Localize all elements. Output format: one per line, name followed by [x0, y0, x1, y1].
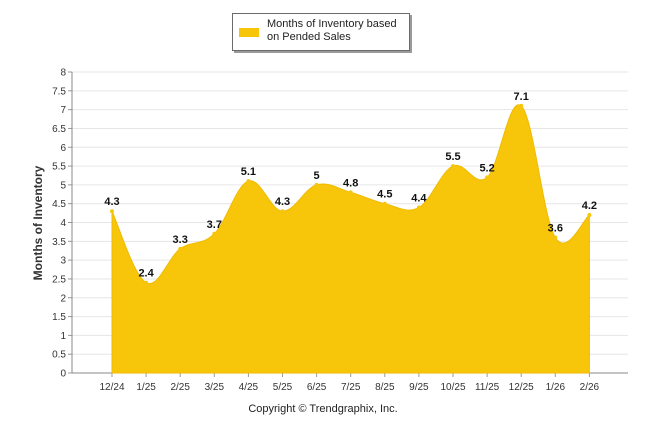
- y-tick-label: 8: [60, 68, 66, 79]
- x-tick-label: 10/25: [440, 382, 465, 393]
- data-label: 3.7: [207, 219, 222, 231]
- x-tick-label: 12/25: [509, 382, 534, 393]
- x-tick-label: 8/25: [375, 382, 395, 393]
- x-tick-label: 2/26: [580, 382, 600, 393]
- y-tick-label: 0: [60, 369, 66, 380]
- data-point: [553, 235, 558, 240]
- y-tick-label: 1.5: [52, 312, 66, 323]
- data-label: 7.1: [514, 91, 529, 103]
- y-tick-label: 2.5: [52, 274, 66, 285]
- x-tick-label: 6/25: [307, 382, 327, 393]
- legend-swatch: [239, 28, 259, 37]
- x-tick-label: 9/25: [409, 382, 429, 393]
- y-tick-label: 6: [60, 143, 66, 154]
- x-tick-label: 1/26: [546, 382, 566, 393]
- x-tick-label: 11/25: [475, 382, 500, 393]
- data-point: [246, 179, 251, 184]
- data-label: 4.8: [343, 177, 358, 189]
- y-tick-label: 2: [60, 293, 66, 304]
- data-point: [144, 280, 149, 285]
- x-tick-label: 4/25: [239, 382, 259, 393]
- y-tick-label: 7.5: [52, 86, 66, 97]
- x-tick-labels: 12/24 1/25 2/25 3/25 4/25 5/25 6/25 7/25 8/25 9/2…: [99, 373, 600, 393]
- copyright-text: Copyright © Trendgraphix, Inc.: [248, 403, 398, 415]
- data-label: 5.2: [479, 162, 494, 174]
- y-tick-label: 6.5: [52, 124, 66, 135]
- data-point: [348, 190, 353, 195]
- data-label: 4.4: [411, 192, 427, 204]
- data-label: 4.5: [377, 189, 392, 201]
- y-tick-label: 5.5: [52, 162, 66, 173]
- data-point: [485, 175, 490, 180]
- legend-label: Months of Inventory based on Pended Sale…: [267, 18, 397, 43]
- area-series: [110, 103, 592, 374]
- legend: Months of Inventory based on Pended Sale…: [232, 13, 410, 51]
- y-tick-label: 4: [60, 218, 66, 229]
- data-point: [212, 231, 217, 236]
- data-label: 4.3: [275, 196, 290, 208]
- data-labels: 4.3 2.4 3.3 3.7 5.1 4.3 5 4.8 4.5 4.4 5.5 5.2 7.1 3.6…: [104, 91, 597, 280]
- x-tick-label: 1/25: [136, 382, 156, 393]
- x-tick-label: 7/25: [341, 382, 361, 393]
- y-tick-label: 5: [60, 180, 66, 191]
- data-label: 5.1: [241, 166, 256, 178]
- y-tick-label: 0.5: [52, 350, 66, 361]
- data-label: 4.2: [582, 200, 597, 212]
- y-tick-label: 3: [60, 256, 66, 267]
- data-label: 5: [314, 170, 320, 182]
- y-tick-label: 1: [60, 331, 66, 342]
- y-tick-label: 3.5: [52, 237, 66, 248]
- x-tick-label: 5/25: [273, 382, 293, 393]
- data-label: 4.3: [104, 196, 119, 208]
- data-point: [314, 182, 319, 187]
- x-tick-label: 2/25: [170, 382, 190, 393]
- data-point: [178, 246, 183, 251]
- data-point: [382, 201, 387, 206]
- data-point: [110, 209, 114, 214]
- data-label: 5.5: [445, 151, 460, 163]
- data-point: [280, 209, 285, 214]
- y-tick-labels: 0 0.5 1 1.5 2 2.5 3 3.5 4 4.5 5 5.5 6 6.5 7 7.5 8: [52, 68, 66, 380]
- data-label: 2.4: [138, 268, 154, 280]
- data-point: [587, 212, 592, 217]
- x-tick-label: 12/24: [99, 382, 124, 393]
- y-tick-label: 7: [60, 105, 66, 116]
- data-point: [451, 164, 455, 169]
- data-point: [519, 103, 524, 108]
- y-axis-title: Months of Inventory: [31, 165, 45, 280]
- data-label: 3.6: [548, 223, 563, 235]
- x-tick-label: 3/25: [205, 382, 225, 393]
- data-label: 3.3: [173, 234, 188, 246]
- y-tick-label: 4.5: [52, 199, 66, 210]
- data-point: [416, 205, 421, 210]
